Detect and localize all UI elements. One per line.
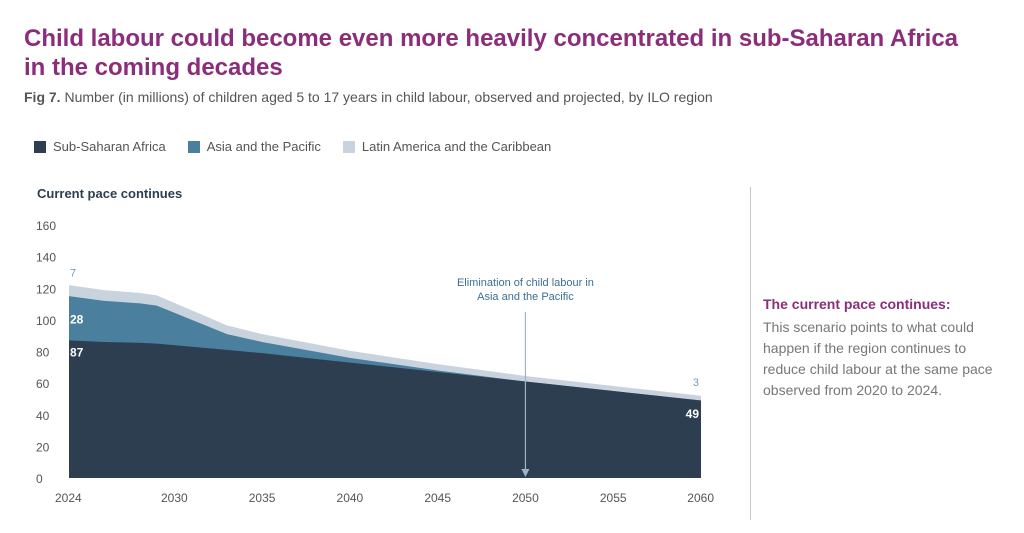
data-label-asia-and-the-pacific-2024: 28 bbox=[70, 312, 84, 326]
divider bbox=[750, 187, 751, 520]
scenario-label: Current pace continues bbox=[37, 186, 183, 201]
legend-item-asia-pacific: Asia and the Pacific bbox=[187, 139, 321, 154]
side-panel-text: This scenario points to what could happe… bbox=[763, 319, 993, 398]
x-tick-label-2055: 2055 bbox=[600, 491, 627, 505]
y-tick-label-120: 120 bbox=[36, 282, 56, 296]
side-panel-title: The current pace continues: bbox=[763, 296, 951, 312]
legend-label-sub-saharan-africa: Sub-Saharan Africa bbox=[53, 139, 166, 154]
legend-swatch-asia-pacific bbox=[187, 140, 200, 153]
x-tick-label-2035: 2035 bbox=[249, 491, 276, 505]
x-tick-label-2050: 2050 bbox=[512, 491, 539, 505]
annotation-arrow-head bbox=[521, 469, 530, 477]
y-tick-label-160: 160 bbox=[36, 219, 56, 233]
annotation-text-line-2: Asia and the Pacific bbox=[477, 291, 574, 303]
y-tick-label-60: 60 bbox=[36, 377, 50, 391]
legend-swatch-sub-saharan-africa bbox=[34, 140, 46, 153]
y-tick-label-140: 140 bbox=[36, 251, 56, 265]
data-label-sub-saharan-africa-2024: 87 bbox=[70, 346, 84, 360]
area-sub-saharan-africa bbox=[69, 340, 701, 478]
subtitle-text: Number (in millions) of children aged 5 … bbox=[64, 89, 713, 105]
data-label-latin-america-and-the-caribbean-2060: 3 bbox=[693, 377, 699, 389]
x-tick-label-2060: 2060 bbox=[687, 491, 714, 505]
chart-title: Child labour could become even more heav… bbox=[24, 25, 959, 81]
y-tick-label-80: 80 bbox=[36, 346, 50, 360]
data-label-sub-saharan-africa-2060: 49 bbox=[686, 407, 700, 421]
legend-swatch-latin-america bbox=[342, 140, 355, 153]
x-tick-label-2030: 2030 bbox=[161, 491, 188, 505]
y-tick-label-100: 100 bbox=[36, 314, 56, 328]
legend-item-latin-america: Latin America and the Caribbean bbox=[342, 139, 552, 154]
legend-item-sub-saharan-africa: Sub-Saharan Africa bbox=[34, 139, 166, 154]
legend: Sub-Saharan Africa Asia and the Pacific … bbox=[34, 139, 551, 154]
figure-label: Fig 7. bbox=[24, 89, 61, 105]
x-tick-label-2040: 2040 bbox=[337, 491, 364, 505]
annotation-text-line-1: Elimination of child labour in bbox=[457, 277, 594, 289]
x-tick-label-2045: 2045 bbox=[424, 491, 451, 505]
y-tick-label-0: 0 bbox=[36, 472, 43, 486]
y-tick-label-20: 20 bbox=[36, 440, 50, 454]
chart-subtitle: Fig 7. Number (in millions) of children … bbox=[24, 89, 713, 105]
legend-label-latin-america: Latin America and the Caribbean bbox=[361, 139, 552, 154]
x-tick-label-2024: 2024 bbox=[55, 491, 82, 505]
legend-label-asia-pacific: Asia and the Pacific bbox=[206, 139, 321, 154]
y-tick-label-40: 40 bbox=[36, 409, 50, 423]
data-label-latin-america-and-the-caribbean-2024: 7 bbox=[70, 268, 76, 280]
